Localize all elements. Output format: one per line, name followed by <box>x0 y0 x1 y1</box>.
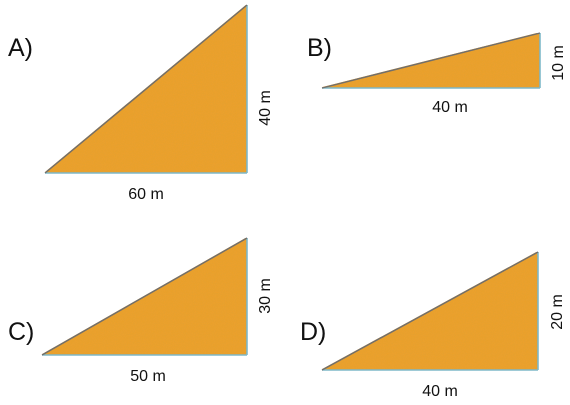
triangle-d-base-label: 40 m <box>422 383 458 400</box>
triangle-d-hypotenuse <box>321 251 539 371</box>
triangle-a-letter: A) <box>8 34 33 62</box>
triangle-c: C) 50 m 30 m <box>8 237 274 385</box>
triangle-b-hypotenuse <box>321 32 541 89</box>
triangle-b-base-label: 40 m <box>432 99 468 116</box>
triangle-a-hypotenuse <box>44 4 248 174</box>
triangle-a: A) 60 m 40 m <box>8 4 274 203</box>
triangle-c-base-label: 50 m <box>130 368 166 385</box>
triangle-d-letter: D) <box>300 318 326 346</box>
triangle-b-letter: B) <box>307 34 332 62</box>
triangle-a-base-label: 60 m <box>128 186 164 203</box>
triangle-d: D) 40 m 20 m <box>300 251 566 400</box>
triangle-d-height-label: 20 m <box>549 294 566 330</box>
triangle-c-letter: C) <box>8 318 34 346</box>
triangle-b-height-label: 10 m <box>550 45 567 81</box>
triangle-b: B) 40 m 10 m <box>307 32 567 116</box>
triangle-c-height-label: 30 m <box>257 278 274 314</box>
triangle-a-height-label: 40 m <box>257 90 274 126</box>
triangle-c-hypotenuse <box>41 237 248 356</box>
